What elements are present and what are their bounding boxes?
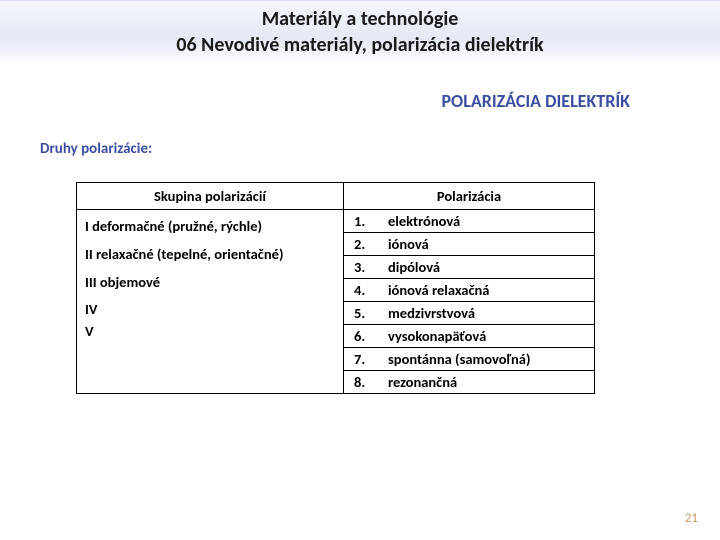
item-number: 7.: [344, 348, 387, 371]
item-label: rezonančná: [386, 371, 595, 394]
table-header-row: Skupina polarizácií Polarizácia: [77, 183, 595, 210]
slide-header: Materiály a technológie 06 Nevodivé mate…: [0, 0, 720, 65]
item-number: 4.: [344, 279, 387, 302]
item-number: 1.: [344, 210, 387, 233]
item-label: dipólová: [386, 256, 595, 279]
col-header-groups: Skupina polarizácií: [77, 183, 344, 210]
group-item: I deformačné (pružné, rýchle): [85, 216, 335, 238]
item-number: 2.: [344, 233, 387, 256]
header-title-line1: Materiály a technológie: [0, 7, 720, 31]
group-item: IV: [85, 299, 335, 321]
item-number: 6.: [344, 325, 387, 348]
item-label: elektrónová: [386, 210, 595, 233]
subheading: Druhy polarizácie:: [40, 140, 152, 158]
header-title-line2: 06 Nevodivé materiály, polarizácia diele…: [0, 33, 720, 57]
page-number: 21: [685, 511, 698, 526]
item-number: 5.: [344, 302, 387, 325]
section-title: POLARIZÁCIA DIELEKTRÍK: [441, 90, 630, 112]
item-label: spontánna (samovoľná): [386, 348, 595, 371]
group-item: III objemové: [85, 272, 335, 294]
polarization-table: Skupina polarizácií Polarizácia I deform…: [76, 182, 595, 394]
group-item: II relaxačné (tepelné, orientačné): [85, 244, 335, 266]
item-number: 3.: [344, 256, 387, 279]
item-label: iónová: [386, 233, 595, 256]
item-label: vysokonapäťová: [386, 325, 595, 348]
item-number: 8.: [344, 371, 387, 394]
item-label: iónová relaxačná: [386, 279, 595, 302]
table-row: I deformačné (pružné, rýchle) II relaxač…: [77, 210, 595, 233]
col-header-polarization: Polarizácia: [344, 183, 595, 210]
groups-cell: I deformačné (pružné, rýchle) II relaxač…: [77, 210, 344, 394]
group-item: V: [85, 321, 335, 343]
item-label: medzivrstvová: [386, 302, 595, 325]
